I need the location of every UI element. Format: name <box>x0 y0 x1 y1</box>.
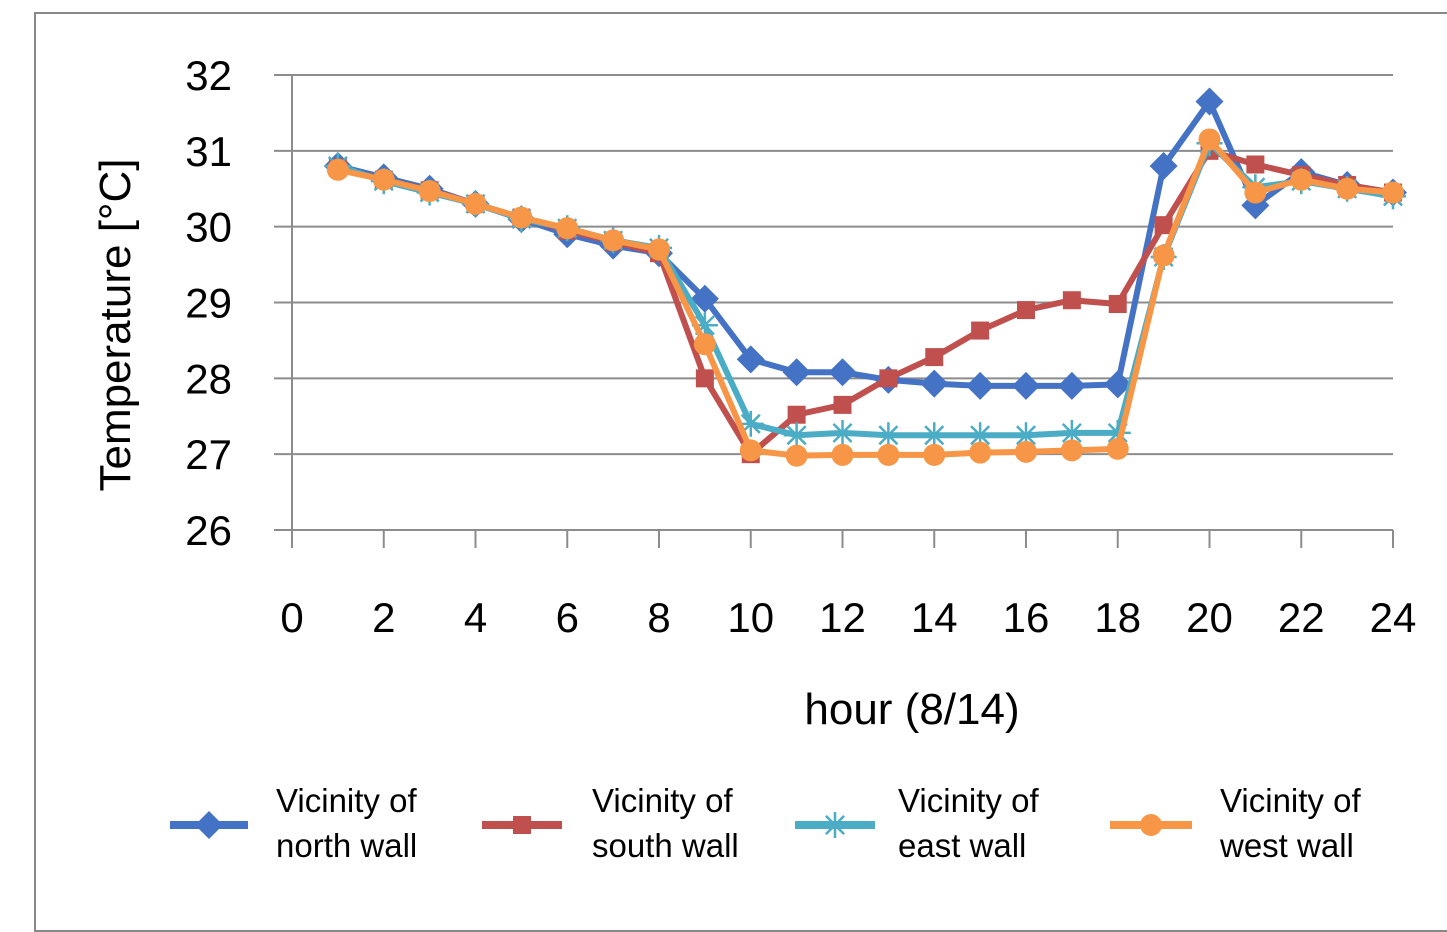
x-tick-label: 4 <box>464 594 487 641</box>
data-point <box>787 405 806 424</box>
x-tick-label: 8 <box>647 594 670 641</box>
data-point <box>923 443 946 466</box>
y-tick-label: 30 <box>185 204 232 251</box>
data-point <box>828 358 857 387</box>
data-point <box>829 419 856 446</box>
data-point <box>695 369 714 388</box>
x-tick-labels: 0 2 4 6 8 10 12 14 16 18 20 22 24 <box>280 594 1416 641</box>
data-point <box>1154 216 1173 235</box>
x-tick-label: 2 <box>372 594 395 641</box>
data-point <box>648 238 670 261</box>
data-point <box>877 443 900 466</box>
legend: Vicinity of north wall Vicinity of south wa… <box>170 782 1361 864</box>
data-point <box>195 811 223 839</box>
data-point <box>510 206 533 229</box>
legend-label: Vicinity of <box>276 782 417 819</box>
y-tick-labels: 26 27 28 29 30 31 32 <box>185 52 232 554</box>
data-point <box>833 395 852 414</box>
legend-label: Vicinity of <box>592 782 733 819</box>
data-point <box>822 812 848 838</box>
y-tick-label: 26 <box>185 507 232 554</box>
y-tick-label: 31 <box>185 128 232 175</box>
x-tick-label: 14 <box>911 594 958 641</box>
y-axis-title: Temperature [°C] <box>91 158 140 491</box>
y-tick-label: 28 <box>185 355 232 402</box>
data-point <box>693 333 716 356</box>
data-point <box>372 168 395 191</box>
y-tick-label: 32 <box>185 52 232 99</box>
data-point <box>1198 128 1221 151</box>
data-point <box>1140 814 1162 836</box>
data-point <box>1246 155 1265 174</box>
series-group <box>323 87 1407 467</box>
data-point <box>782 358 811 387</box>
data-point <box>1106 437 1129 460</box>
data-point <box>879 369 898 388</box>
data-point <box>1336 177 1359 200</box>
x-tick-label: 24 <box>1370 594 1417 641</box>
data-point <box>739 439 762 462</box>
data-point <box>1149 152 1178 180</box>
data-point <box>1244 181 1267 204</box>
data-point <box>1012 371 1040 400</box>
legend-item-diamond: Vicinity of north wall <box>170 782 417 864</box>
data-point <box>464 192 487 215</box>
data-point <box>1058 419 1085 446</box>
data-point <box>783 422 810 449</box>
x-tick-label: 20 <box>1186 594 1233 641</box>
legend-item-circle: Vicinity of west wall <box>1110 782 1361 864</box>
axes <box>274 74 1394 548</box>
data-point <box>875 422 902 449</box>
x-tick-label: 10 <box>727 594 774 641</box>
data-point <box>1108 295 1127 314</box>
data-point <box>1015 440 1037 463</box>
data-point <box>1195 87 1224 116</box>
series-line <box>337 98 1394 389</box>
data-point <box>921 422 948 449</box>
x-axis-title: hour (8/14) <box>804 685 1019 734</box>
x-tick-label: 6 <box>556 594 579 641</box>
data-point <box>1103 370 1132 399</box>
legend-label: west wall <box>1219 827 1354 864</box>
data-point <box>1382 181 1404 204</box>
data-point <box>1062 291 1081 310</box>
data-point <box>1017 301 1035 320</box>
legend-label: Vicinity of <box>1220 782 1361 819</box>
data-point <box>556 217 579 240</box>
series-diamond <box>323 87 1407 400</box>
data-point <box>925 348 944 367</box>
legend-label: Vicinity of <box>898 782 1039 819</box>
x-tick-label: 22 <box>1278 594 1325 641</box>
data-point <box>971 321 990 340</box>
x-tick-label: 0 <box>280 594 303 641</box>
legend-label: south wall <box>592 827 739 864</box>
legend-item-square: Vicinity of south wall <box>482 782 739 864</box>
data-point <box>602 229 625 252</box>
series-line <box>337 136 1394 459</box>
data-point <box>736 345 765 374</box>
y-tick-label: 27 <box>185 431 232 478</box>
y-tick-label: 29 <box>185 280 232 327</box>
data-point <box>969 441 992 464</box>
x-tick-label: 12 <box>819 594 866 641</box>
data-point <box>326 158 349 181</box>
data-point <box>966 371 995 400</box>
data-point <box>831 443 854 466</box>
data-point <box>1152 244 1175 267</box>
data-point <box>1290 168 1313 191</box>
legend-item-star: Vicinity of east wall <box>795 782 1039 864</box>
data-point <box>1057 371 1086 400</box>
legend-label: north wall <box>276 827 417 864</box>
x-tick-label: 16 <box>1003 594 1050 641</box>
data-point <box>513 816 531 834</box>
x-tick-label: 18 <box>1094 594 1141 641</box>
data-point <box>1060 439 1083 462</box>
data-point <box>690 284 719 313</box>
legend-label: east wall <box>898 827 1026 864</box>
data-point <box>418 180 441 203</box>
data-point <box>920 369 949 398</box>
data-point <box>785 444 808 467</box>
series-circle <box>326 128 1404 467</box>
